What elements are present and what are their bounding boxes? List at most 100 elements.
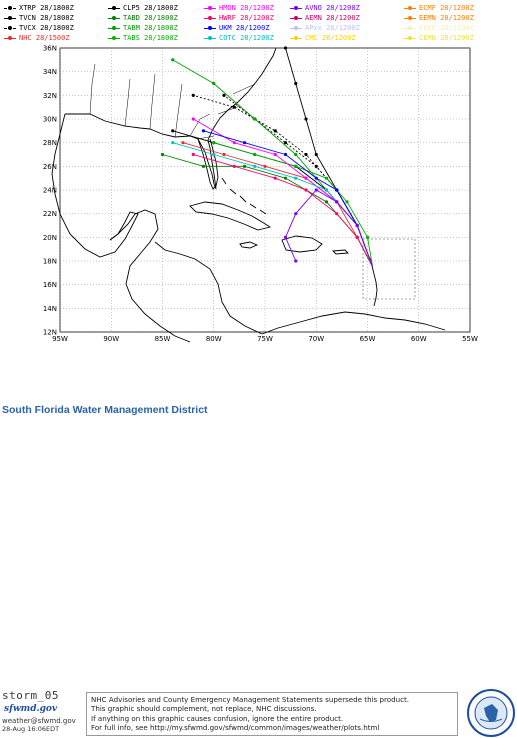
track-point	[283, 141, 288, 145]
legend-item: ECMF 28/1200Z	[404, 3, 474, 13]
circle-marker-icon	[290, 5, 302, 10]
track-point	[273, 176, 277, 180]
sfwmd-logo: sfwmd.gov	[4, 704, 58, 714]
legend-label: TABD 28/1800Z	[123, 14, 178, 22]
track-point	[171, 58, 175, 62]
circle-marker-icon	[204, 15, 216, 20]
track-point	[314, 176, 318, 180]
square-marker-icon	[108, 15, 120, 20]
track-point	[253, 152, 257, 157]
track-point	[273, 152, 277, 157]
circle-marker-icon	[290, 35, 302, 40]
forecast-box	[362, 238, 416, 300]
legend-label: AVNO 28/1200Z	[305, 4, 360, 12]
legend-label: CMC 28/1200Z	[305, 34, 356, 42]
diamond-marker-icon	[108, 35, 120, 40]
lon-tick-label: 65W	[360, 335, 376, 343]
triangle-marker-icon	[204, 5, 216, 10]
legend-item: COTC 28/1200Z	[204, 33, 274, 43]
jamaica	[239, 241, 259, 249]
bahamas	[221, 177, 267, 215]
legend-item: TABM 28/1800Z	[108, 23, 178, 33]
track-point	[294, 164, 298, 168]
track-point	[212, 141, 216, 145]
legend-label: TABM 28/1800Z	[123, 24, 178, 32]
track-point	[232, 164, 236, 168]
disclaimer-line: If anything on this graphic causes confu…	[91, 713, 344, 723]
model-tracks	[160, 46, 374, 268]
cuba	[189, 201, 272, 231]
axis-labels: 36N34N32N30N28N26N24N22N20N18N16N14N12N9…	[43, 45, 478, 344]
legend-label: AEMN 28/1200Z	[305, 14, 360, 22]
lat-tick-label: 34N	[43, 68, 57, 76]
legend-label: HWRF 28/1200Z	[219, 14, 274, 22]
footer: storm_05 sfwmd.gov weather@sfwmd.gov 28-…	[0, 343, 517, 737]
yucatan	[109, 209, 191, 343]
disclaimer-line: This graphic should complement, not repl…	[91, 704, 317, 714]
track-point	[191, 93, 195, 97]
contact-email[interactable]: weather@sfwmd.gov	[2, 717, 76, 725]
track-point	[201, 164, 206, 168]
legend-label: XTRP 28/1800Z	[19, 4, 74, 12]
disclaimer-line[interactable]: For full info, see http://my.sfwmd.gov/s…	[91, 723, 380, 733]
triangle-marker-icon	[404, 5, 416, 10]
storm-track-plot: XTRP 28/1800Z TVCN 28/1800Z TVCX 28/1800Z N…	[0, 3, 517, 737]
lat-tick-label: 12N	[43, 329, 57, 337]
agency-name[interactable]: South Florida Water Management District	[2, 404, 208, 416]
track-point	[314, 152, 318, 157]
legend-item: CLP5 28/1800Z	[108, 3, 178, 13]
lon-tick-label: 80W	[206, 335, 222, 343]
track-point	[335, 188, 339, 192]
track-map: 36N34N32N30N28N26N24N22N20N18N16N14N12N9…	[0, 44, 517, 343]
legend-label: NHC 28/1500Z	[19, 34, 70, 42]
track-point	[242, 141, 247, 145]
legend-item: HMON 28/1200Z	[204, 3, 274, 13]
track-point	[191, 152, 195, 157]
legend-label: TVCX 28/1800Z	[19, 24, 74, 32]
track-point	[253, 164, 257, 168]
track-point	[171, 141, 175, 145]
mexico-coast	[51, 113, 139, 258]
legend-label: APxx 28/1200Z	[305, 24, 360, 32]
legend-item: HWRF 28/1200Z	[204, 13, 274, 23]
central-america	[154, 241, 263, 335]
track-point	[273, 129, 277, 133]
lon-tick-label: 75W	[257, 335, 273, 343]
legend-item: UKM 28/1200Z	[204, 23, 270, 33]
track-point	[324, 200, 329, 204]
lat-tick-label: 20N	[43, 234, 57, 242]
track-point	[253, 117, 257, 121]
lat-tick-label: 30N	[43, 116, 57, 124]
legend-label: CEMN 28/1200Z	[419, 34, 474, 42]
circle-marker-icon	[404, 35, 416, 40]
land-outlines	[51, 47, 446, 343]
track-point	[355, 235, 359, 239]
legend-item: TABD 28/1800Z	[108, 13, 178, 23]
lat-tick-label: 18N	[43, 258, 57, 266]
lat-tick-label: 32N	[43, 92, 57, 100]
lon-tick-label: 70W	[308, 335, 324, 343]
track-point	[171, 129, 175, 133]
legend-item: NHC 28/1500Z	[4, 33, 70, 43]
lon-tick-label: 60W	[411, 335, 427, 343]
lat-tick-label: 24N	[43, 187, 57, 195]
hispaniola	[281, 235, 323, 253]
track-point	[160, 152, 165, 157]
legend-label: EEMN 28/1200Z	[419, 14, 474, 22]
legend-label: UKM 28/1200Z	[219, 24, 270, 32]
lon-tick-label: 55W	[462, 335, 478, 343]
track-point	[365, 235, 370, 239]
circle-marker-icon	[4, 35, 16, 40]
legend-item: TABS 28/1800Z	[108, 33, 178, 43]
track-point	[283, 176, 288, 180]
us-coastline	[65, 47, 277, 190]
track-point	[294, 212, 298, 216]
circle-marker-icon	[204, 35, 216, 40]
state-borders	[89, 63, 256, 140]
track-point	[191, 117, 195, 121]
track-point	[212, 152, 216, 157]
circle-marker-icon	[290, 25, 302, 30]
track-point	[294, 152, 298, 157]
track-point	[355, 223, 359, 228]
track-point	[304, 117, 308, 121]
